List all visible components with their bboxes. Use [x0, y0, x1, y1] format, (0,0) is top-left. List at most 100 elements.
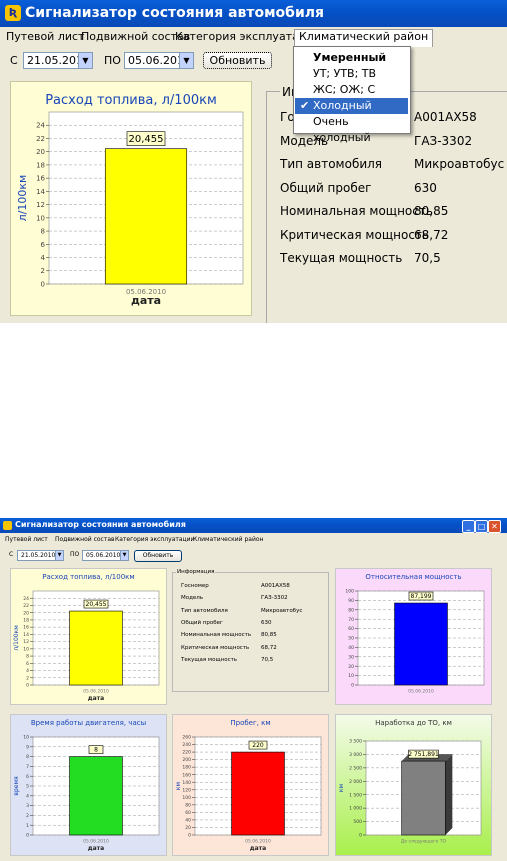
- data-label: 220: [252, 742, 264, 749]
- y-tick-label: 16: [23, 625, 29, 631]
- y-tick-label: 180: [182, 765, 191, 771]
- menu-waybill[interactable]: Путевой лист: [5, 536, 48, 543]
- climate-option[interactable]: ЖС; ОЖ; С: [295, 82, 408, 98]
- menu-rolling-stock[interactable]: Подвижной состав: [81, 30, 191, 43]
- data-label-box: [408, 591, 434, 601]
- menu-rolling-stock[interactable]: Подвижной состав: [55, 536, 115, 543]
- info-value: А001АХ58: [261, 583, 290, 589]
- fuel-chart: 02468101214161820222420,45505.06.2010дат…: [13, 590, 160, 702]
- x-tick-label: 05.06.2010: [245, 839, 271, 845]
- x-tick-label: 05.06.2010: [408, 689, 434, 695]
- engine-chart-panel: Время работы двигателя, часы 0 1 2 3 4 5 6 7 8 9 1…: [10, 714, 167, 856]
- data-label: 2 751,891: [408, 751, 439, 758]
- y-tick-label: 0: [359, 833, 362, 839]
- y-tick-label: 60: [348, 626, 354, 632]
- data-label-box: [126, 131, 166, 146]
- y-tick-label: 0: [188, 833, 191, 839]
- y-tick-label: 18: [36, 161, 45, 169]
- engine-chart-title: Время работы двигателя, часы: [30, 719, 147, 727]
- climate-option[interactable]: УТ; УТВ; ТВ: [295, 66, 408, 82]
- y-tick-label: 9: [26, 744, 29, 750]
- to-date-value: 05.06.2010: [128, 54, 191, 67]
- y-tick-label: 220: [182, 750, 191, 756]
- info-value: 630: [414, 180, 437, 195]
- y-tick-label: 12: [36, 201, 45, 209]
- fuel-chart-panel: Расход топлива, л/100км 0 2 4 6 8 10 12 14 16 18 2…: [10, 81, 252, 316]
- power-chart-panel: Относительная мощность 0 10 20 30 40 50 60 70 80…: [335, 568, 492, 705]
- fuel-chart-title: Расход топлива, л/100км: [45, 93, 217, 108]
- info-label: Госномер: [181, 583, 209, 589]
- y-tick-label: 4: [41, 254, 46, 262]
- mileage-chart-panel: Пробег, км 0 20 40 60 80 100 120 140 160 180 200 22…: [172, 714, 329, 856]
- menu-climate-region[interactable]: Климатический район: [193, 536, 264, 543]
- power-chart-title: Относительная мощность: [365, 573, 462, 581]
- info-value: Микроавтобус: [414, 157, 505, 171]
- info-label: Общий пробег: [280, 180, 372, 195]
- info-value: 68,72: [414, 227, 449, 242]
- full-window-screenshot: Сигнализатор состояния автомобиля _ □ ✕ …: [0, 518, 507, 861]
- y-tick-label: 20: [348, 664, 354, 670]
- refresh-button[interactable]: Обновить: [203, 52, 272, 69]
- y-tick-label: 8: [26, 754, 29, 760]
- y-tick-label: 20: [36, 148, 45, 156]
- refresh-button[interactable]: Обновить: [134, 550, 182, 562]
- x-axis-label: дата: [88, 695, 104, 702]
- info-legend: Информация: [176, 569, 216, 575]
- y-tick-label: 0: [351, 683, 354, 689]
- info-label: Текущая мощность: [280, 251, 403, 265]
- chevron-down-icon[interactable]: ▼: [179, 53, 193, 68]
- to-date-value: 05.06.2010: [86, 552, 121, 559]
- y-tick-label: 140: [182, 780, 191, 786]
- y-tick-label: 50: [348, 636, 354, 642]
- minimize-icon[interactable]: _: [462, 520, 475, 533]
- menu-operation-category[interactable]: Категория эксплуатации: [115, 536, 195, 543]
- info-value: 80,85: [414, 204, 449, 218]
- from-date-value: 21.05.2010: [27, 54, 90, 67]
- info-label: Текущая мощность: [181, 656, 238, 663]
- data-label: 87,199: [411, 593, 432, 600]
- y-axis-label: км: [175, 782, 182, 790]
- from-date-select[interactable]: 21.05.2010 ▼: [17, 550, 64, 561]
- y-tick-label: 0: [26, 833, 29, 839]
- chevron-down-icon[interactable]: ▼: [78, 53, 92, 68]
- climate-option[interactable]: Умеренный: [295, 50, 408, 66]
- maximize-icon[interactable]: □: [475, 520, 488, 533]
- info-label: Тип автомобиля: [181, 607, 228, 614]
- to-date-select[interactable]: 05.06.2010 ▼: [82, 550, 129, 561]
- y-tick-label: 6: [26, 774, 29, 780]
- y-tick-label: 2 500: [349, 765, 362, 771]
- menu-waybill[interactable]: Путевой лист: [6, 30, 85, 43]
- mileage-chart: 0204060801001201401601802002202402602200…: [175, 735, 322, 852]
- info-value: 70,5: [414, 251, 441, 265]
- y-tick-label: 1: [26, 823, 29, 829]
- date-toolbar: С 21.05.2010 ▼ ПО 05.06.2010 ▼ Обновить: [0, 49, 507, 71]
- menu-operation-category[interactable]: Категория эксплуатации: [175, 30, 321, 43]
- info-group: [172, 572, 329, 692]
- y-tick-label: 200: [182, 757, 191, 763]
- data-label-box: [248, 740, 268, 750]
- close-icon[interactable]: ✕: [488, 520, 501, 533]
- chevron-down-icon[interactable]: ▼: [55, 551, 63, 560]
- y-tick-label: 3: [26, 803, 29, 809]
- x-tick-label: До следующего ТО: [401, 839, 447, 845]
- chevron-down-icon[interactable]: ▼: [120, 551, 128, 560]
- bar: [69, 610, 123, 686]
- y-tick-label: 60: [185, 810, 191, 816]
- climate-option[interactable]: Очень холодный: [295, 114, 408, 144]
- title-bar: Сигнализатор состояния автомобиля _ □ ✕: [0, 518, 507, 533]
- y-tick-label: 80: [348, 607, 354, 613]
- x-axis-label: дата: [131, 294, 161, 307]
- y-axis-label: л/100км: [13, 625, 20, 650]
- y-tick-label: 10: [23, 735, 29, 741]
- from-date-select[interactable]: 21.05.2010 ▼: [23, 52, 93, 69]
- climate-option[interactable]: ✔ Холодный: [295, 98, 408, 114]
- to-date-select[interactable]: 05.06.2010 ▼: [124, 52, 194, 69]
- y-tick-label: 24: [23, 596, 29, 602]
- app-icon: Ʀ: [5, 5, 21, 21]
- y-tick-label: 14: [36, 188, 45, 196]
- climate-option-label: Очень холодный: [313, 115, 371, 144]
- y-tick-label: 2: [26, 813, 29, 819]
- info-label: Модель: [181, 595, 204, 602]
- menu-climate-region[interactable]: Климатический район: [294, 29, 434, 47]
